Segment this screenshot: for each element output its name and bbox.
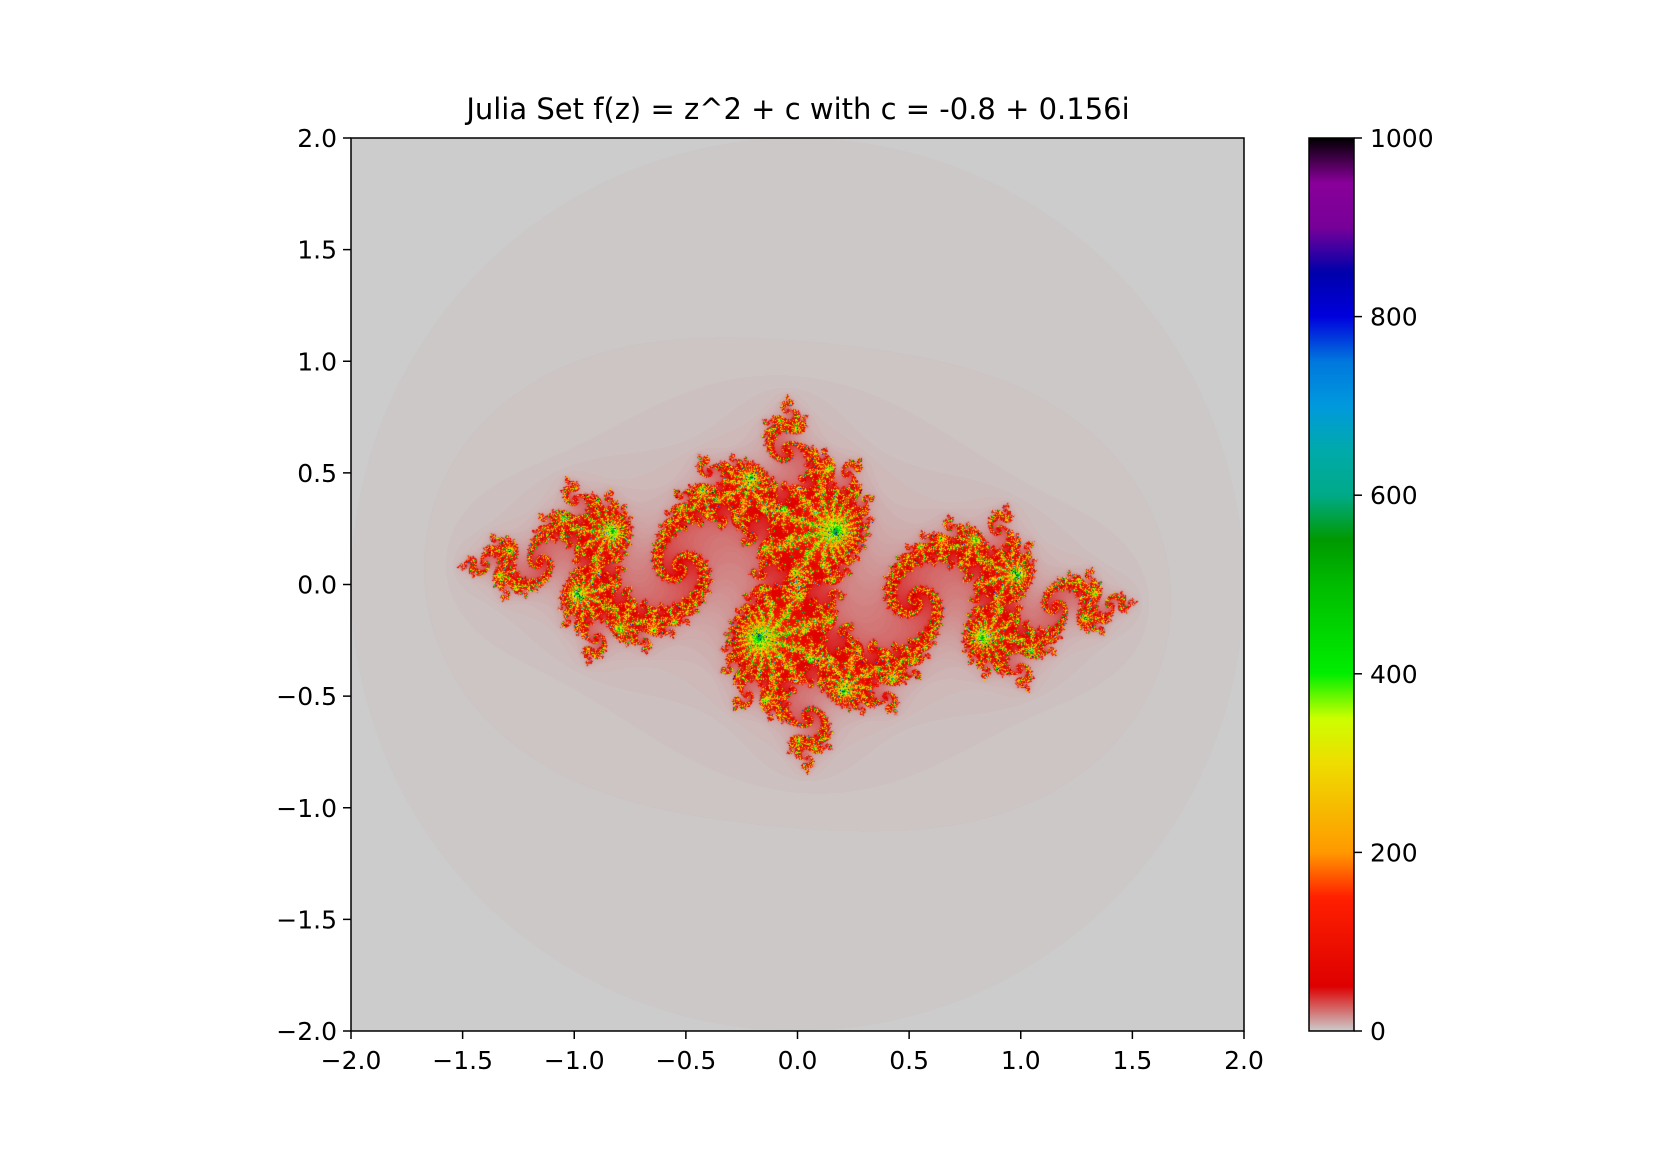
colorbar-frame: [1308, 137, 1355, 1032]
x-tick-label: −1.0: [544, 1046, 605, 1075]
x-tick-label: 1.0: [1001, 1046, 1041, 1075]
x-tick-label: −0.5: [656, 1046, 717, 1075]
colorbar-tick-label: 800: [1370, 303, 1418, 332]
y-tick-label: 1.0: [297, 347, 337, 376]
y-tick-label: 2.0: [297, 124, 337, 153]
y-tick-label: 0.0: [297, 571, 337, 600]
chart-title: Julia Set f(z) = z^2 + c with c = -0.8 +…: [464, 92, 1129, 126]
y-tick-label: −1.5: [276, 905, 337, 934]
y-tick-label: 1.5: [297, 236, 337, 265]
y-tick-label: −1.0: [276, 794, 337, 823]
colorbar-tick-label: 0: [1370, 1017, 1386, 1046]
x-tick-label: 0.5: [889, 1046, 929, 1075]
x-tick-label: 1.5: [1112, 1046, 1152, 1075]
y-tick-label: 0.5: [297, 459, 337, 488]
y-axis: −2.0 −1.5 −1.0 −0.5 0.0 0.5 1.0 1.5 2.0: [276, 124, 351, 1046]
colorbar-tick-label: 200: [1370, 838, 1418, 867]
x-tick-label: −1.5: [432, 1046, 493, 1075]
x-tick-label: −2.0: [321, 1046, 382, 1075]
colorbar-tick-label: 400: [1370, 660, 1418, 689]
y-tick-label: −0.5: [276, 682, 337, 711]
y-tick-label: −2.0: [276, 1017, 337, 1046]
x-axis: −2.0 −1.5 −1.0 −0.5 0.0 0.5 1.0 1.5 2.0: [321, 1031, 1264, 1075]
colorbar-axis: 0 200 400 600 800 1000: [1354, 124, 1434, 1046]
colorbar-tick-label: 1000: [1370, 124, 1434, 153]
x-tick-label: 2.0: [1224, 1046, 1264, 1075]
julia-heatmap: [351, 138, 1244, 1031]
colorbar-tick-label: 600: [1370, 481, 1418, 510]
x-tick-label: 0.0: [778, 1046, 818, 1075]
colorbar-gradient: [1309, 138, 1354, 1031]
